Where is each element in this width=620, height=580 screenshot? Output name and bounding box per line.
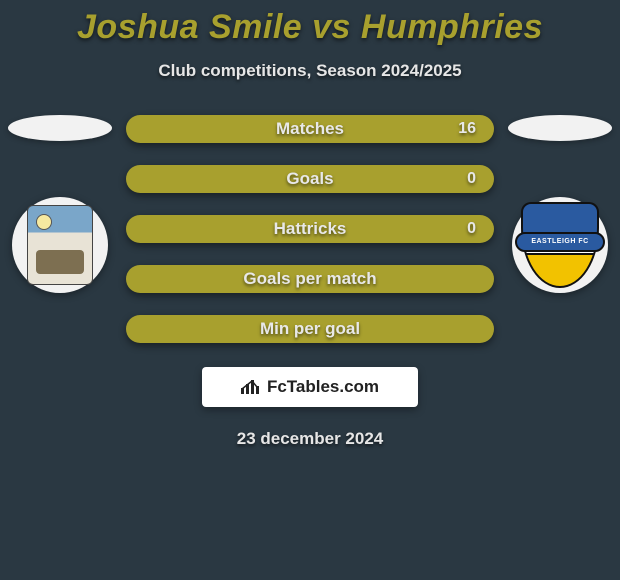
club-badge-right: EASTLEIGH FC xyxy=(512,197,608,293)
left-player-column xyxy=(8,113,112,293)
stat-row-min-per-goal: Min per goal xyxy=(126,315,494,343)
stat-row-goals: Goals 0 xyxy=(126,165,494,193)
comparison-card: Joshua Smile vs Humphries Club competiti… xyxy=(0,0,620,449)
stat-row-goals-per-match: Goals per match xyxy=(126,265,494,293)
club-ribbon-text: EASTLEIGH FC xyxy=(515,232,605,252)
source-logo-text: FcTables.com xyxy=(267,377,379,397)
stat-row-hattricks: Hattricks 0 xyxy=(126,215,494,243)
player-avatar-right xyxy=(508,115,612,141)
bar-chart-icon xyxy=(241,378,261,396)
page-title: Joshua Smile vs Humphries xyxy=(0,8,620,47)
stat-right-value: 16 xyxy=(458,120,476,138)
stat-right-value: 0 xyxy=(467,220,476,238)
date-label: 23 december 2024 xyxy=(0,429,620,449)
club-crest-right-icon: EASTLEIGH FC xyxy=(521,202,599,288)
club-badge-left xyxy=(12,197,108,293)
player-avatar-left xyxy=(8,115,112,141)
stats-column: Matches 16 Goals 0 Hattricks 0 Goals per… xyxy=(112,115,508,343)
source-logo-box: FcTables.com xyxy=(202,367,418,407)
stat-label: Matches xyxy=(276,119,344,139)
club-crest-left-icon xyxy=(27,205,93,285)
stat-label: Min per goal xyxy=(260,319,360,339)
stat-label: Goals per match xyxy=(243,269,376,289)
stat-label: Hattricks xyxy=(274,219,347,239)
subtitle: Club competitions, Season 2024/2025 xyxy=(0,61,620,81)
stat-label: Goals xyxy=(286,169,333,189)
right-player-column: EASTLEIGH FC xyxy=(508,113,612,293)
stat-row-matches: Matches 16 xyxy=(126,115,494,143)
main-row: Matches 16 Goals 0 Hattricks 0 Goals per… xyxy=(0,113,620,343)
stat-right-value: 0 xyxy=(467,170,476,188)
